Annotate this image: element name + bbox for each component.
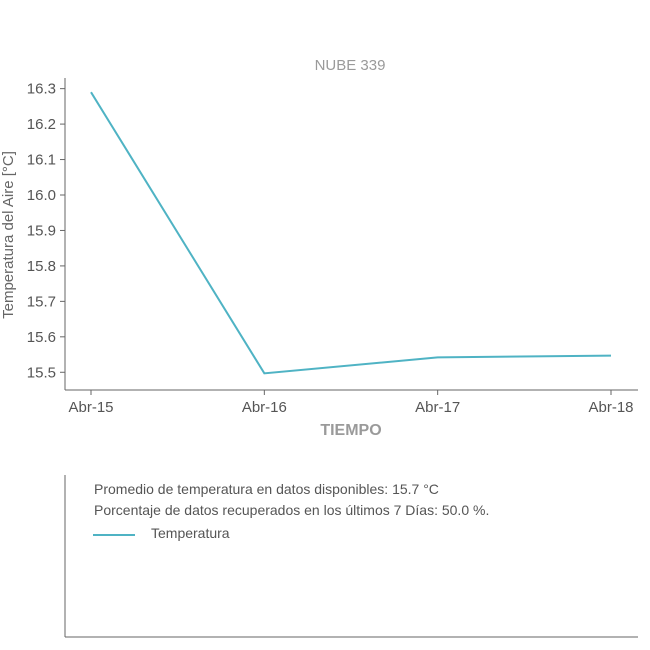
x-tick-label: Abr-18 bbox=[588, 399, 633, 416]
y-tick-label: 16.0 bbox=[27, 187, 56, 204]
y-tick-label: 15.6 bbox=[27, 329, 56, 346]
legend-label: Temperatura bbox=[151, 525, 230, 541]
y-tick-label: 15.7 bbox=[27, 293, 56, 310]
chart-title: NUBE 339 bbox=[315, 57, 386, 74]
series-line-temperatura bbox=[90, 91, 612, 375]
average-text: Promedio de temperatura en datos disponi… bbox=[94, 481, 439, 497]
y-tick-label: 16.2 bbox=[27, 116, 56, 133]
x-ticks: Abr-15 Abr-16 Abr-17 Abr-18 bbox=[68, 390, 634, 416]
x-tick-label: Abr-15 bbox=[68, 399, 113, 416]
x-tick-label: Abr-17 bbox=[415, 399, 460, 416]
y-tick-label: 16.3 bbox=[27, 81, 56, 98]
y-ticks: 15.5 15.6 15.7 15.8 15.9 16.0 16.1 16.2 16.3 bbox=[27, 81, 65, 381]
x-tick-label: Abr-16 bbox=[242, 399, 287, 416]
y-tick-label: 15.5 bbox=[27, 364, 56, 381]
percentage-text: Porcentaje de datos recuperados en los ú… bbox=[94, 502, 489, 518]
y-tick-label: 16.1 bbox=[27, 152, 56, 169]
x-axis-label: TIEMPO bbox=[320, 422, 381, 439]
y-tick-label: 15.8 bbox=[27, 258, 56, 275]
series-group bbox=[90, 91, 612, 375]
y-tick-label: 15.9 bbox=[27, 222, 56, 239]
y-axis-label: Temperatura del Aire [°C] bbox=[0, 151, 17, 319]
